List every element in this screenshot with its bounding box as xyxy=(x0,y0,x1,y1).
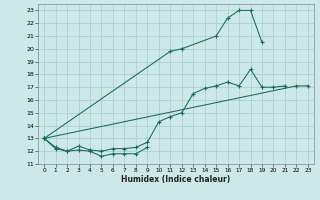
X-axis label: Humidex (Indice chaleur): Humidex (Indice chaleur) xyxy=(121,175,231,184)
